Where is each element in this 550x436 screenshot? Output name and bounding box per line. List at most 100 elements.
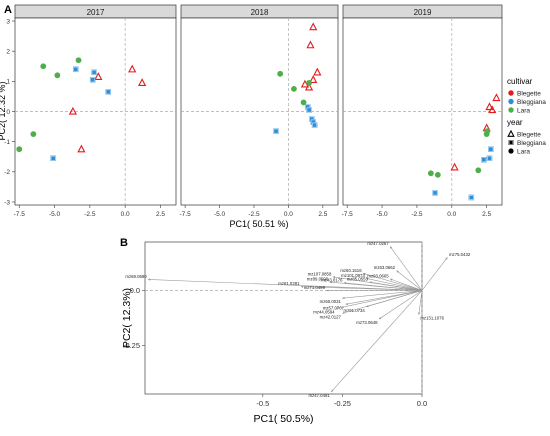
- x-tick-label: -0.5: [256, 399, 269, 408]
- loading-arrow: [366, 277, 423, 291]
- loading-arrow: [378, 290, 423, 320]
- loading-arrow: [389, 278, 423, 291]
- x-tick-label: -5.0: [376, 211, 388, 218]
- data-point: [492, 93, 501, 102]
- data-point: [105, 89, 111, 95]
- loading-label: mz75.0432: [449, 252, 471, 257]
- data-point: [481, 157, 487, 163]
- data-point: [306, 40, 315, 49]
- y-tick-label: -2: [4, 169, 10, 176]
- legend-color-label: Lara: [517, 108, 530, 115]
- legend-color-title: cultivar: [507, 77, 533, 86]
- loading-label: mz44.0594: [313, 310, 335, 315]
- x-tick-label: 0.0: [284, 211, 293, 218]
- data-point-fill: [310, 119, 316, 125]
- loading-vector: mz61.0281: [278, 281, 423, 291]
- data-point: [311, 122, 318, 128]
- loading-label: mz89.0590: [307, 277, 329, 282]
- loading-vector: mz57.0707: [323, 290, 423, 310]
- x-axis-title: PC1( 50.51 %): [229, 219, 288, 229]
- data-point-outline: [486, 155, 492, 161]
- y-axis-title: PC2( 12.3%): [121, 288, 133, 348]
- data-point-fill: [481, 157, 487, 163]
- loading-label: mz101.0973: [341, 273, 365, 278]
- data-point-outline: [90, 77, 96, 83]
- legend-color-swatch: [508, 90, 514, 96]
- data-point: [309, 22, 318, 31]
- facet-strip-label: 2018: [251, 8, 269, 17]
- data-point: [277, 70, 284, 77]
- data-point: [450, 162, 459, 171]
- loading-arrow: [396, 270, 423, 291]
- legend: cultivarBlegetteBleggianaLarayearBlegett…: [507, 77, 546, 156]
- data-point: [304, 82, 314, 91]
- data-point: [484, 128, 491, 135]
- x-tick-label: 2.5: [318, 211, 327, 218]
- data-point: [485, 102, 494, 111]
- data-point: [50, 155, 56, 162]
- data-point-outline: [468, 195, 474, 200]
- data-point: [40, 63, 47, 70]
- legend-color-label: Bleggiana: [517, 99, 546, 106]
- data-point-fill: [468, 194, 475, 201]
- y-axis-title: PC2( 12.32 %): [0, 81, 7, 140]
- data-point: [72, 66, 79, 73]
- data-point: [427, 170, 434, 177]
- data-point-outline: [488, 146, 494, 152]
- data-point-fill: [105, 89, 111, 95]
- legend-color-label: Blegette: [517, 91, 541, 98]
- data-point: [128, 64, 137, 73]
- x-tick-label: -7.5: [14, 211, 26, 218]
- data-point-fill: [273, 128, 279, 134]
- loading-vector: mz101.0973: [341, 273, 423, 291]
- loading-label: mz43.0176: [321, 277, 343, 282]
- loading-vector: mz73.0648: [356, 290, 423, 325]
- loading-arrow: [300, 285, 423, 291]
- data-point-outline: [312, 122, 318, 128]
- y-tick-label: 0: [6, 109, 10, 116]
- loading-vector: mz89.0590: [307, 277, 423, 291]
- panel-a-pca-scatter: A 2017 -7.5 -5.0 -2.5 0.0 2.5 -3 -2 -1 0 1 2 3 2018 -7.…: [0, 4, 546, 229]
- x-tick-label: -7.5: [342, 211, 354, 218]
- data-point-outline: [508, 140, 514, 145]
- loading-arrow: [421, 257, 448, 291]
- data-point-fill: [311, 122, 318, 128]
- x-axis-title: PC1( 50.5%): [253, 413, 313, 425]
- data-point: [306, 107, 312, 113]
- data-point: [68, 106, 78, 115]
- legend-color-swatch: [508, 107, 514, 113]
- data-point: [488, 105, 497, 114]
- loading-arrow: [369, 281, 423, 291]
- data-point: [508, 148, 514, 154]
- y-tick-label: 3: [6, 18, 10, 25]
- data-point: [91, 69, 97, 76]
- data-point: [94, 72, 103, 80]
- loading-arrow: [362, 272, 423, 291]
- x-tick-label: -2.5: [248, 211, 260, 218]
- data-point: [291, 85, 297, 92]
- loading-vector: mz71.0499: [304, 285, 422, 292]
- panel-b-loadings-biplot: B -0.5 -0.25 0.0 -0.25 0.0 mz47.0267 mz75.0432 m…: [120, 237, 471, 425]
- data-point-fill: [91, 69, 97, 76]
- loading-label: mz42.0127: [320, 314, 342, 319]
- loading-arrow: [342, 290, 423, 300]
- legend-shape-title: year: [507, 118, 523, 127]
- loading-arrow: [329, 281, 423, 291]
- data-point-fill: [50, 155, 56, 162]
- y-tick-label: -3: [4, 199, 10, 206]
- y-tick-label: -1: [4, 139, 10, 146]
- plot-area: [144, 241, 423, 395]
- loading-vector: mz42.0127: [320, 290, 423, 319]
- loading-vector: mz131.1076: [417, 290, 445, 321]
- loading-label: mz47.0491: [308, 393, 330, 398]
- loading-label: mz69.0590: [125, 274, 147, 279]
- loading-label: mz73.0648: [356, 320, 378, 325]
- loading-label: mz60.1516: [340, 268, 362, 273]
- loading-vector: mz69.0590: [125, 274, 423, 291]
- data-point-outline: [432, 190, 438, 196]
- loading-arrow: [389, 246, 423, 291]
- legend-color-swatch: [508, 98, 514, 105]
- data-point: [434, 171, 441, 178]
- data-point: [508, 140, 514, 145]
- loading-label: mz47.0267: [367, 241, 389, 246]
